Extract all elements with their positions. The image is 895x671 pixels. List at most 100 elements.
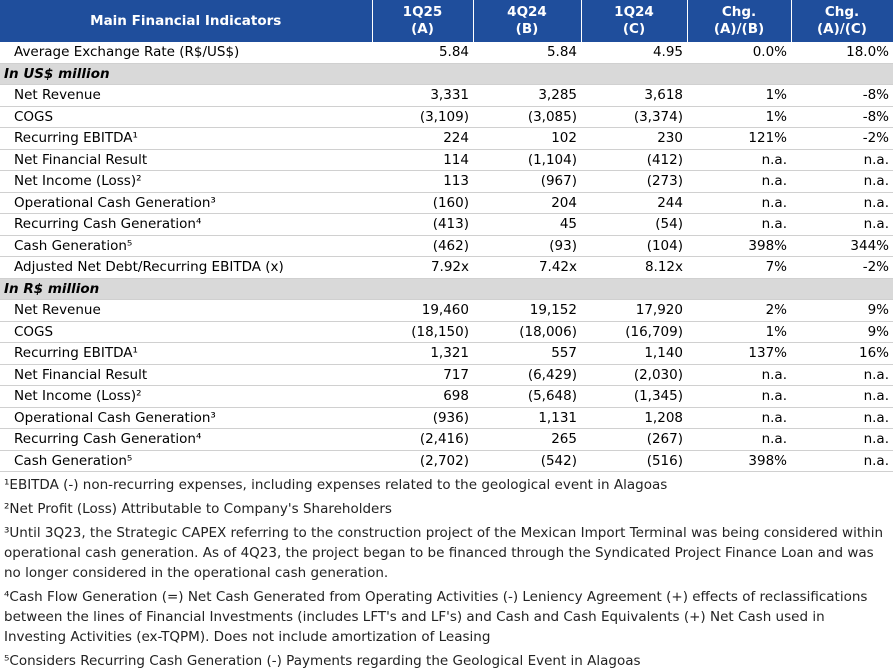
cell-value: 698 xyxy=(372,385,473,408)
row-label: Net Financial Result xyxy=(0,149,372,171)
cell-value: 5.84 xyxy=(473,42,581,64)
cell-value: n.a. xyxy=(687,170,791,193)
data-row: Operational Cash Generation³ (160) 204 244 n… xyxy=(0,192,893,214)
footnote: ¹EBITDA (-) non-recurring expenses, incl… xyxy=(4,477,668,493)
column-header: 1Q25 (A) xyxy=(372,0,474,42)
data-row: Recurring Cash Generation⁴ (413) 45 (54) n.a… xyxy=(0,213,893,236)
footnote: ²Net Profit (Loss) Attributable to Compa… xyxy=(4,501,392,517)
column-header: 4Q24 (B) xyxy=(473,0,582,42)
column-header-line: (A) xyxy=(411,21,434,37)
row-label: Operational Cash Generation³ xyxy=(0,192,372,214)
cell-value: 3,285 xyxy=(473,84,581,107)
cell-value: 344% xyxy=(791,235,893,257)
cell-value: -8% xyxy=(791,106,893,128)
header-row: Main Financial Indicators 1Q25 (A) 4Q24 (B)… xyxy=(0,0,894,42)
data-row: Cash Generation⁵ (2,702) (542) (516) 398% n.a… xyxy=(0,450,893,472)
cell-value: 16% xyxy=(791,342,893,365)
row-label: COGS xyxy=(0,321,372,343)
row-label: Net Revenue xyxy=(0,299,372,322)
cell-value: (967) xyxy=(473,170,581,193)
row-label: Cash Generation⁵ xyxy=(0,235,372,257)
cell-value: n.a. xyxy=(791,213,893,236)
data-row: Recurring Cash Generation⁴ (2,416) 265 (267… xyxy=(0,428,893,451)
cell-value: 557 xyxy=(473,342,581,365)
row-label: Recurring EBITDA¹ xyxy=(0,127,372,150)
cell-value: 19,152 xyxy=(473,299,581,322)
cell-value: (104) xyxy=(581,235,687,257)
cell-value: 18.0% xyxy=(791,42,893,64)
column-header-line: (C) xyxy=(622,21,646,37)
cell-value: -2% xyxy=(791,256,893,279)
data-row: Net Income (Loss)² 698 (5,648) (1,345) n.a. n… xyxy=(0,385,893,408)
cell-value: (5,648) xyxy=(473,385,581,408)
footnote: ⁵Considers Recurring Cash Generation (-)… xyxy=(4,653,641,669)
section-row: In R$ million xyxy=(0,278,893,300)
cell-value: 102 xyxy=(473,127,581,150)
column-header-line: (B) xyxy=(515,21,539,37)
cell-value: -8% xyxy=(791,84,893,107)
cell-value: n.a. xyxy=(687,192,791,214)
cell-value: 1% xyxy=(687,106,791,128)
data-row: Recurring EBITDA¹ 224 102 230 121% -2% xyxy=(0,127,893,150)
data-row: Net Income (Loss)² 113 (967) (273) n.a. n.a. xyxy=(0,170,893,193)
row-label: Net Income (Loss)² xyxy=(0,385,372,408)
cell-value: 4.95 xyxy=(581,42,687,64)
cell-value: (936) xyxy=(372,407,473,429)
cell-value: 9% xyxy=(791,321,893,343)
header-title: Main Financial Indicators xyxy=(0,0,373,42)
cell-value: (3,374) xyxy=(581,106,687,128)
cell-value: n.a. xyxy=(791,407,893,429)
footnote: ³Until 3Q23, the Strategic CAPEX referri… xyxy=(4,525,884,581)
column-header: Chg. (A)/(B) xyxy=(687,0,792,42)
data-row: Average Exchange Rate (R$/US$) 5.84 5.84 4.… xyxy=(0,42,893,64)
footnote: ⁴Cash Flow Generation (=) Net Cash Gener… xyxy=(4,589,868,645)
cell-value: (412) xyxy=(581,149,687,171)
cell-value: 1,208 xyxy=(581,407,687,429)
data-row: Net Financial Result 114 (1,104) (412) n.a. n… xyxy=(0,149,893,171)
cell-value: 1,321 xyxy=(372,342,473,365)
column-header-line: 4Q24 xyxy=(507,4,547,20)
cell-value: (542) xyxy=(473,450,581,472)
cell-value: 7.42x xyxy=(473,256,581,279)
cell-value: 114 xyxy=(372,149,473,171)
cell-value: 244 xyxy=(581,192,687,214)
cell-value: (18,006) xyxy=(473,321,581,343)
data-row: Net Revenue 3,331 3,285 3,618 1% -8% xyxy=(0,84,893,107)
cell-value: n.a. xyxy=(687,407,791,429)
table-body: Average Exchange Rate (R$/US$) 5.84 5.84 4.… xyxy=(0,42,893,472)
cell-value: 1,131 xyxy=(473,407,581,429)
section-row: In US$ million xyxy=(0,63,893,85)
column-header: 1Q24 (C) xyxy=(581,0,688,42)
cell-value: 9% xyxy=(791,299,893,322)
data-row: COGS (3,109) (3,085) (3,374) 1% -8% xyxy=(0,106,893,128)
row-label: Net Income (Loss)² xyxy=(0,170,372,193)
cell-value: n.a. xyxy=(687,385,791,408)
cell-value: n.a. xyxy=(687,428,791,451)
cell-value: n.a. xyxy=(687,213,791,236)
cell-value: (2,030) xyxy=(581,364,687,386)
column-header-line: (A)/(C) xyxy=(817,21,867,37)
cell-value: 224 xyxy=(372,127,473,150)
cell-value: 230 xyxy=(581,127,687,150)
cell-value: (16,709) xyxy=(581,321,687,343)
footnotes: ¹EBITDA (-) non-recurring expenses, incl… xyxy=(0,472,893,671)
cell-value: 17,920 xyxy=(581,299,687,322)
cell-value: n.a. xyxy=(791,428,893,451)
cell-value: 204 xyxy=(473,192,581,214)
cell-value: 113 xyxy=(372,170,473,193)
data-row: Operational Cash Generation³ (936) 1,131 1,… xyxy=(0,407,893,429)
cell-value: 2% xyxy=(687,299,791,322)
cell-value: 265 xyxy=(473,428,581,451)
row-label: Average Exchange Rate (R$/US$) xyxy=(0,42,372,64)
data-row: Adjusted Net Debt/Recurring EBITDA (x) 7.… xyxy=(0,256,893,279)
cell-value: n.a. xyxy=(687,364,791,386)
cell-value: (462) xyxy=(372,235,473,257)
cell-value: 7.92x xyxy=(372,256,473,279)
cell-value: (93) xyxy=(473,235,581,257)
cell-value: (413) xyxy=(372,213,473,236)
row-label: Operational Cash Generation³ xyxy=(0,407,372,429)
cell-value: -2% xyxy=(791,127,893,150)
cell-value: n.a. xyxy=(791,385,893,408)
cell-value: 45 xyxy=(473,213,581,236)
financial-table: Main Financial Indicators 1Q25 (A) 4Q24 (B)… xyxy=(0,0,894,472)
